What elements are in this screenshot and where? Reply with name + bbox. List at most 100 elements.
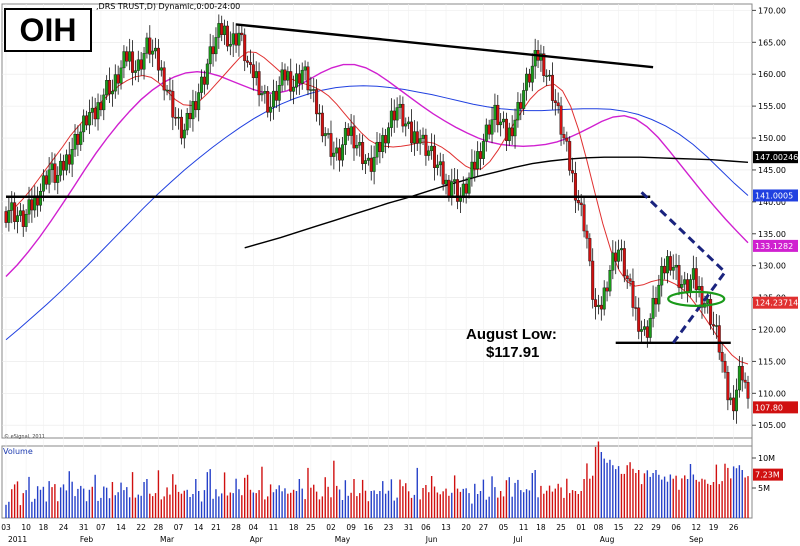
candle-body (481, 141, 485, 159)
candle-body (677, 264, 681, 288)
candle-body (361, 142, 365, 164)
candle-body (254, 71, 258, 79)
candle-body (142, 53, 146, 70)
x-month-label: Sep (689, 535, 703, 544)
candle-body (625, 275, 629, 279)
candle-body (562, 134, 566, 139)
candle-body (182, 129, 186, 139)
candle-body (573, 173, 577, 201)
candle-body (355, 144, 359, 149)
candle-body (464, 183, 468, 194)
candle-body (686, 279, 690, 293)
x-tick-label: 07 (174, 523, 184, 532)
candle-body (542, 53, 546, 77)
x-tick-label: 27 (479, 523, 489, 532)
candle-body (456, 179, 460, 202)
candle-body (113, 74, 117, 92)
annotation-august-low-value: $117.91 (486, 344, 540, 361)
candle-body (292, 86, 296, 92)
candle-body (490, 119, 494, 135)
candle-body (642, 326, 646, 330)
x-tick-label: 22 (634, 523, 644, 532)
candle-body (185, 112, 189, 131)
candle-body (424, 134, 428, 156)
candle-body (87, 112, 91, 126)
candle-body (711, 324, 715, 327)
candle-body (4, 211, 8, 223)
candle-body (487, 124, 491, 135)
candle-body (697, 286, 701, 290)
candle-body (510, 127, 514, 137)
volume-tag-label: 7.23M (755, 471, 780, 480)
candle-body (608, 269, 612, 292)
candle-body (27, 199, 31, 215)
candle-body (179, 116, 183, 139)
candle-body (395, 107, 399, 121)
candle-body (151, 50, 155, 55)
candle-body (286, 71, 290, 81)
candle-body (340, 144, 344, 161)
price-tick-label: 145.00 (758, 166, 786, 175)
candle-body (479, 151, 483, 159)
candle-body (7, 210, 11, 223)
candle-body (709, 298, 713, 325)
candle-body (688, 279, 692, 293)
candle-body (605, 287, 609, 292)
x-tick-label: 28 (231, 523, 241, 532)
price-tick-label: 130.00 (758, 262, 786, 271)
candle-body (565, 137, 569, 142)
candle-body (585, 230, 589, 239)
x-tick-label: 08 (594, 523, 604, 532)
candle-body (338, 147, 342, 161)
candle-body (294, 73, 298, 88)
candle-body (700, 286, 704, 308)
candle-body (435, 164, 439, 168)
candle-body (645, 326, 649, 338)
x-tick-label: 21 (211, 523, 221, 532)
price-tag (753, 401, 798, 414)
candle-body (516, 102, 520, 121)
x-tick-label: 04 (249, 523, 259, 532)
candle-body (136, 59, 140, 71)
candle-body (306, 66, 310, 91)
candle-body (433, 145, 437, 168)
price-tick-label: 155.00 (758, 102, 786, 111)
price-tick-label: 115.00 (758, 357, 786, 366)
candle-body (251, 64, 255, 79)
candle-body (617, 249, 621, 262)
x-tick-label: 20 (461, 523, 471, 532)
x-tick-label: 06 (671, 523, 681, 532)
candle-body (64, 154, 68, 171)
candle-body (582, 204, 586, 232)
x-tick-label: 02 (326, 523, 336, 532)
candle-body (205, 63, 209, 85)
candle-body (527, 73, 531, 83)
candle-body (663, 266, 667, 274)
candle-body (214, 37, 218, 55)
candle-body (375, 141, 379, 158)
candle-body (665, 256, 669, 274)
volume-tick-label: 5M (758, 484, 770, 493)
candle-body (691, 268, 695, 280)
x-tick-label: 07 (96, 523, 106, 532)
candle-body (168, 89, 172, 92)
x-tick-label: 24 (59, 523, 69, 532)
candle-body (438, 161, 442, 166)
candle-body (62, 160, 66, 171)
candle-body (548, 74, 552, 77)
x-tick-label: 10 (21, 523, 31, 532)
candle-body (208, 46, 212, 65)
candle-body (335, 147, 339, 154)
candle-body (145, 37, 149, 54)
candle-body (493, 104, 497, 120)
x-tick-label: 16 (364, 523, 374, 532)
volume-label: Volume (3, 447, 33, 456)
x-tick-label: 13 (441, 523, 451, 532)
x-tick-label: 03 (1, 523, 11, 532)
candle-body (326, 133, 330, 135)
candle-body (194, 101, 198, 111)
x-tick-label: 11 (269, 523, 279, 532)
price-tick-label: 110.00 (758, 389, 786, 398)
price-tick-label: 105.00 (758, 421, 786, 430)
candle-body (271, 90, 275, 108)
